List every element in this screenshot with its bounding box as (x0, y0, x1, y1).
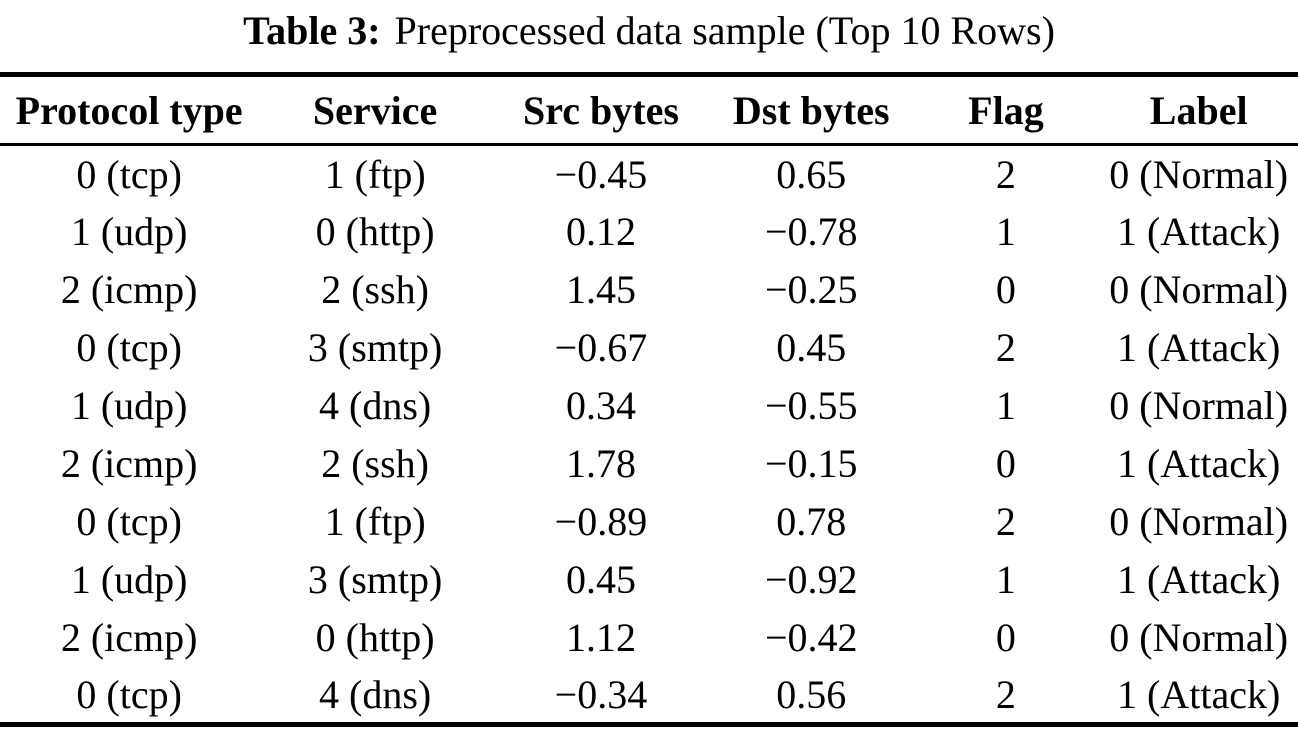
table-cell: 0.12 (565, 209, 636, 254)
table-cell: 0 (995, 615, 1016, 660)
table-cell: 0.56 (776, 671, 847, 717)
table-cell: 0 (995, 267, 1016, 312)
table-cell: −0.42 (764, 615, 858, 660)
table-cell: 0.45 (565, 557, 636, 602)
table-body: 0 (tcp) 1 (ftp) −0.45 0.65 2 0 (Normal) 1 (udp… (0, 145, 1298, 725)
table-cell: 4 (dns) (319, 383, 432, 428)
column-header-5: Flag (968, 87, 1044, 133)
table-cell: 0 (http) (315, 615, 435, 660)
table-cell: 1.12 (565, 615, 636, 660)
table-cell: 0 (995, 441, 1016, 486)
table-row: 2 (icmp) 2 (ssh) 1.78 −0.15 0 1 (Attack) (0, 435, 1298, 493)
table-cell: 3 (smtp) (307, 557, 443, 602)
table-row: 1 (udp) 0 (http) 0.12 −0.78 1 1 (Attack) (0, 203, 1298, 261)
table-cell: 2 (icmp) (60, 267, 198, 312)
table-cell: 2 (995, 325, 1016, 370)
table-cell: 0 (http) (315, 209, 435, 254)
column-header-4: Dst bytes (732, 87, 890, 133)
table-cell: 2 (icmp) (60, 441, 198, 486)
table-cell: 0.34 (565, 383, 636, 428)
table-cell: 1 (ftp) (324, 151, 426, 197)
table-cell: 1.78 (565, 441, 636, 486)
table-cell: 0 (tcp) (76, 671, 182, 717)
table-cell: 2 (995, 671, 1016, 717)
table-row: 2 (icmp) 2 (ssh) 1.45 −0.25 0 0 (Normal) (0, 261, 1298, 319)
table-cell: −0.45 (554, 151, 648, 197)
table-cell: −0.67 (554, 325, 648, 370)
table-cell: 1 (Attack) (1117, 671, 1281, 717)
table-row: 1 (udp) 3 (smtp) 0.45 −0.92 1 1 (Attack) (0, 551, 1298, 609)
column-header-2: Service (312, 87, 438, 133)
table-cell: 0 (tcp) (76, 499, 182, 544)
table-row: 0 (tcp) 1 (ftp) −0.45 0.65 2 0 (Normal) (0, 145, 1298, 203)
table-cell: 0 (tcp) (76, 151, 182, 197)
table-cell: 1 (Attack) (1117, 325, 1281, 370)
table-cell: 1 (Attack) (1117, 209, 1281, 254)
table-cell: 1.45 (565, 267, 636, 312)
table-cell: 2 (ssh) (321, 267, 429, 312)
table-cell: −0.55 (764, 383, 858, 428)
table-cell: 0 (Normal) (1109, 267, 1289, 312)
table-row: 0 (tcp) 1 (ftp) −0.89 0.78 2 0 (Normal) (0, 493, 1298, 551)
table-caption: Table 3: Preprocessed data sample (Top 10… (0, 0, 1298, 72)
table-cell: 0 (Normal) (1109, 383, 1289, 428)
table-cell: 0 (Normal) (1109, 499, 1289, 544)
table-cell: 1 (ftp) (324, 499, 426, 544)
table-cell: 3 (smtp) (307, 325, 443, 370)
table-cell: 1 (udp) (70, 383, 188, 428)
table-cell: 0 (tcp) (76, 325, 182, 370)
column-header-1: Protocol type (15, 87, 243, 133)
table-cell: 1 (udp) (70, 209, 188, 254)
table-cell: 4 (dns) (319, 671, 432, 717)
column-header-3: Src bytes (522, 87, 679, 133)
table-cell: 1 (Attack) (1117, 441, 1281, 486)
table-cell: 2 (995, 151, 1016, 197)
table-row: 0 (tcp) 3 (smtp) −0.67 0.45 2 1 (Attack) (0, 319, 1298, 377)
table-cell: 0.78 (776, 499, 847, 544)
table-cell: −0.89 (554, 499, 648, 544)
preprocessed-data-table: Protocol type Service Src bytes Dst bytes Fl… (0, 72, 1298, 727)
table-cell: 0 (Normal) (1109, 615, 1289, 660)
table-cell: 1 (Attack) (1117, 557, 1281, 602)
table-row: 2 (icmp) 0 (http) 1.12 −0.42 0 0 (Normal) (0, 609, 1298, 667)
table-cell: 1 (udp) (70, 557, 188, 602)
table-cell: 0.45 (776, 325, 847, 370)
column-header-6: Label (1149, 87, 1248, 133)
table-cell: −0.34 (554, 671, 648, 717)
table-cell: 2 (ssh) (321, 441, 429, 486)
table-row: 1 (udp) 4 (dns) 0.34 −0.55 1 0 (Normal) (0, 377, 1298, 435)
table-caption-label: Table 3: (243, 8, 381, 53)
table-cell: 1 (995, 209, 1016, 254)
table-cell: −0.78 (764, 209, 858, 254)
table-caption-text: Preprocessed data sample (Top 10 Rows) (394, 8, 1055, 53)
table-cell: 0 (Normal) (1109, 151, 1289, 197)
table-cell: −0.25 (764, 267, 858, 312)
table-cell: 1 (995, 383, 1016, 428)
table-row: 0 (tcp) 4 (dns) −0.34 0.56 2 1 (Attack) (0, 667, 1298, 725)
table-cell: −0.15 (764, 441, 858, 486)
table-cell: −0.92 (764, 557, 858, 602)
table-cell: 2 (995, 499, 1016, 544)
header-row: Protocol type Service Src bytes Dst bytes Fl… (0, 75, 1298, 145)
table-cell: 2 (icmp) (60, 615, 198, 660)
table-cell: 1 (995, 557, 1016, 602)
table-cell: 0.65 (776, 151, 847, 197)
